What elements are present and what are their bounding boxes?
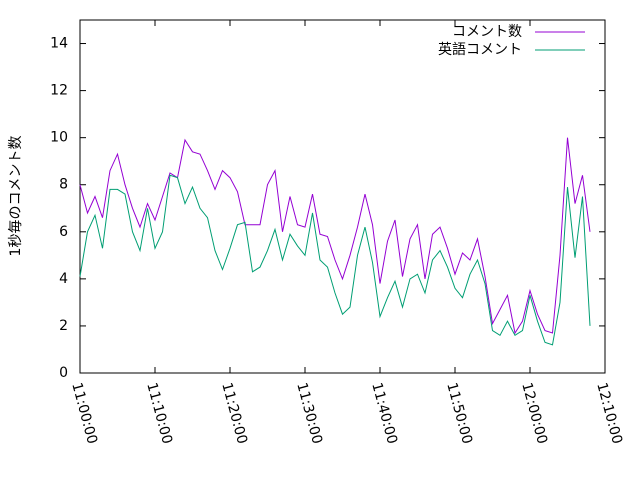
y-tick-label: 12 — [50, 83, 68, 99]
x-tick-label: 11:50:00 — [443, 381, 475, 446]
x-tick-label: 12:10:00 — [593, 381, 625, 446]
legend-label: 英語コメント — [438, 41, 522, 58]
x-tick-label: 11:00:00 — [68, 381, 100, 446]
y-axis-label: 1秒毎のコメント数 — [8, 136, 24, 257]
plot-frame — [79, 19, 606, 374]
y-tick-label: 2 — [59, 318, 68, 334]
series-line — [79, 174, 591, 346]
x-tick-label: 11:30:00 — [293, 381, 325, 446]
y-tick-label: 4 — [59, 271, 68, 287]
y-tick-label: 6 — [59, 224, 68, 240]
series-line — [79, 137, 591, 335]
y-tick-label: 0 — [59, 365, 68, 381]
x-tick-label: 12:00:00 — [518, 381, 550, 446]
legend-label: コメント数 — [452, 24, 522, 40]
x-tick-label: 11:20:00 — [218, 381, 250, 446]
y-tick-label: 10 — [50, 130, 68, 146]
y-tick-label: 8 — [59, 177, 68, 193]
x-tick-label: 11:10:00 — [143, 381, 175, 446]
y-tick-label: 14 — [50, 36, 68, 52]
x-tick-label: 11:40:00 — [368, 381, 400, 446]
